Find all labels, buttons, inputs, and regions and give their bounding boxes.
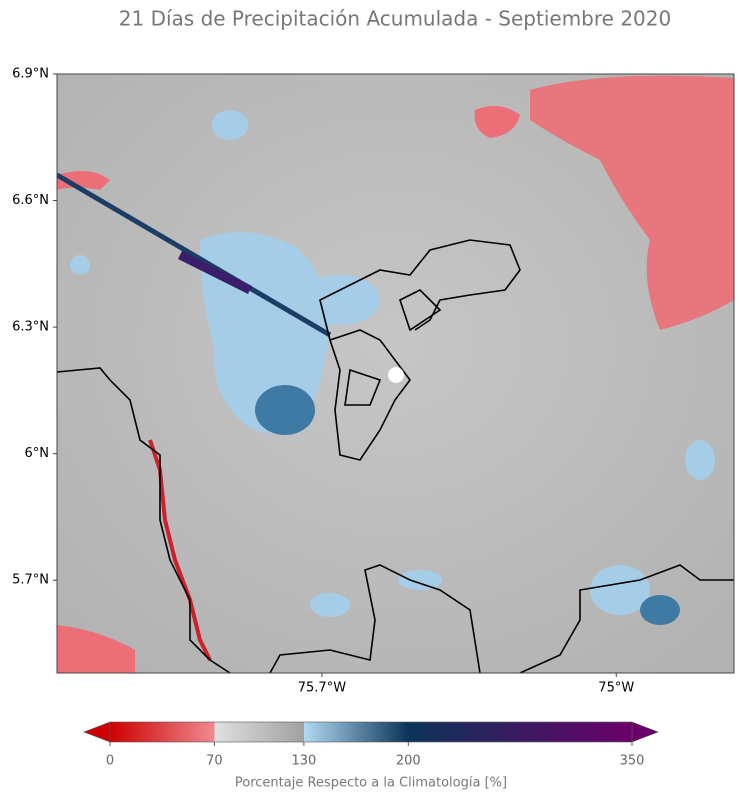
colorbar-tick-label: 70 bbox=[206, 754, 223, 769]
colorbar-tick-label: 350 bbox=[620, 754, 645, 769]
x-tick-label: 75°W bbox=[598, 681, 634, 696]
y-tick-label: 6.3°N bbox=[12, 320, 49, 335]
colorbar bbox=[109, 721, 633, 743]
colorbar-extend-high bbox=[631, 721, 659, 743]
colorbar-tick-label: 0 bbox=[106, 754, 114, 769]
map-raster bbox=[57, 74, 734, 673]
y-tick-label: 6°N bbox=[25, 446, 50, 461]
colorbar-tick-label: 130 bbox=[291, 754, 316, 769]
y-tick-label: 5.7°N bbox=[12, 573, 49, 588]
colorbar-extend-low bbox=[83, 721, 111, 743]
x-tick-label: 75.7°W bbox=[298, 681, 346, 696]
title: 21 Días de Precipitación Acumulada - Sep… bbox=[119, 7, 671, 31]
map-frame bbox=[56, 73, 735, 674]
colorbar-label: Porcentaje Respecto a la Climatología [%… bbox=[235, 776, 507, 791]
y-tick-label: 6.9°N bbox=[12, 67, 49, 82]
colorbar-tick-label: 200 bbox=[396, 754, 421, 769]
y-tick-label: 6.6°N bbox=[12, 193, 49, 208]
